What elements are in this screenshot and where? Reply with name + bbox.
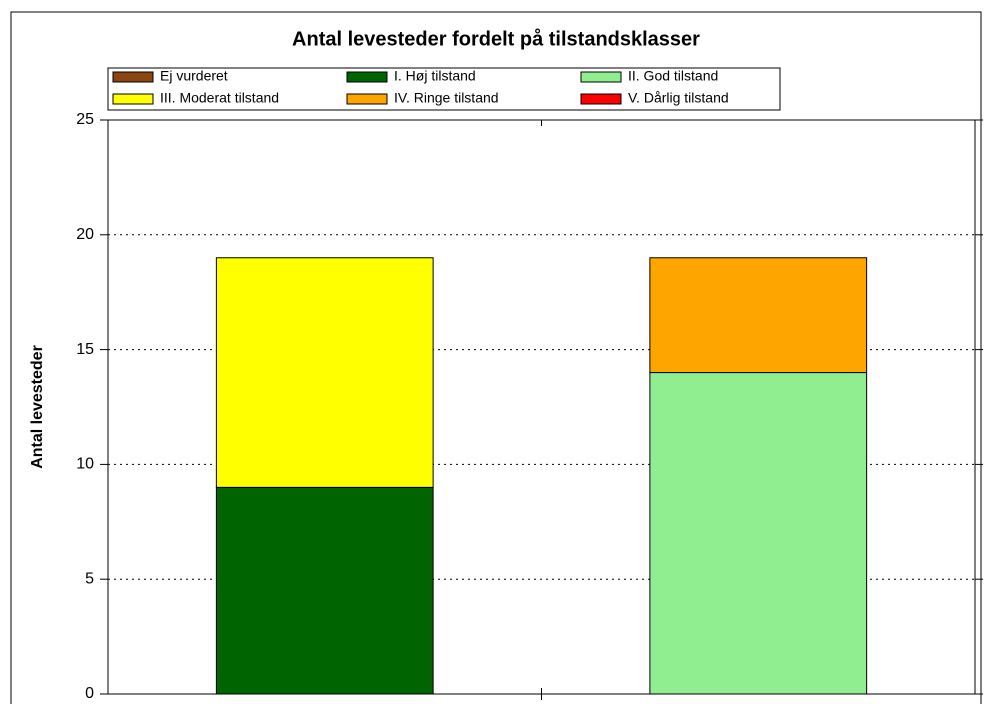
chart-title: Antal levesteder fordelt på tilstandskla… xyxy=(292,27,700,50)
legend-swatch xyxy=(112,71,154,83)
legend-swatch xyxy=(112,93,154,105)
y-tick-label: 0 xyxy=(85,685,94,702)
legend-label: II. God tilstand xyxy=(628,68,718,84)
bar-segment xyxy=(215,257,434,488)
legend-label: Ej vurderet xyxy=(160,68,228,84)
bar-segment xyxy=(215,486,434,695)
y-tick-label: 10 xyxy=(76,456,94,473)
y-axis-label: Antal levesteder xyxy=(29,345,46,469)
legend-label: III. Moderat tilstand xyxy=(160,90,279,106)
legend-label: I. Høj tilstand xyxy=(394,68,476,84)
legend-label: V. Dårlig tilstand xyxy=(628,90,729,106)
y-tick-label: 25 xyxy=(76,111,94,128)
legend-swatch xyxy=(346,93,388,105)
legend-label: IV. Ringe tilstand xyxy=(394,90,499,106)
y-tick-label: 5 xyxy=(85,570,94,587)
legend-swatch xyxy=(580,71,622,83)
legend-box xyxy=(107,67,781,111)
legend-swatch xyxy=(346,71,388,83)
y-tick-label: 15 xyxy=(76,341,94,358)
bar-segment xyxy=(649,372,868,695)
bar-segment xyxy=(649,257,868,374)
plot-border xyxy=(107,119,976,695)
y-tick-label: 20 xyxy=(76,226,94,243)
legend-swatch xyxy=(580,93,622,105)
